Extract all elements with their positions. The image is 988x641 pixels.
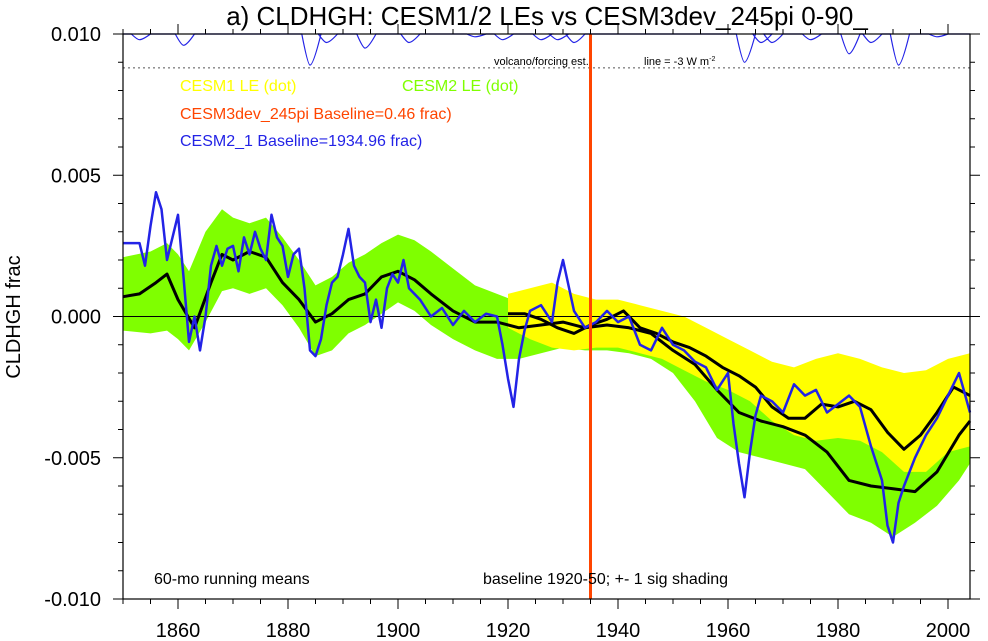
line-scale-text: line = -3 W m xyxy=(644,56,709,68)
y-tick-label: 0.000 xyxy=(51,307,101,329)
band-cesm2-le-spread xyxy=(123,209,970,537)
line-scale-superscript: -2 xyxy=(709,56,715,63)
line-cesm2-1 xyxy=(123,190,972,544)
volcano-forcing-line xyxy=(123,33,970,66)
legend-cesm2-1: CESM2_1 Baseline=1934.96 frac) xyxy=(180,133,422,150)
x-tick-label: 1880 xyxy=(266,620,311,641)
volcano-label: volcano/forcing est. xyxy=(494,56,589,68)
series-lines xyxy=(122,190,972,544)
line-scale-label: line = -3 W m-2 xyxy=(644,56,715,68)
legend-cesm1-le: CESM1 LE (dot) xyxy=(180,78,296,95)
x-tick-label: 1980 xyxy=(816,620,861,641)
legend-cesm2-le: CESM2 LE (dot) xyxy=(402,78,518,95)
y-tick-label: -0.005 xyxy=(44,448,101,470)
baseline-note: baseline 1920-50; +- 1 sig shading xyxy=(483,571,728,588)
x-tick-label: 1960 xyxy=(706,620,751,641)
chart-title: a) CLDHGH: CESM1/2 LEs vs CESM3dev_245pi… xyxy=(226,1,868,31)
y-tick-label: 0.010 xyxy=(51,24,101,46)
x-tick-label: 1900 xyxy=(376,620,421,641)
x-tick-label: 1940 xyxy=(596,620,641,641)
y-tick-label: 0.005 xyxy=(51,165,101,187)
line-cesm2-le-ensemble-mean xyxy=(122,250,972,494)
running-means-note: 60-mo running means xyxy=(154,571,310,588)
axes: 1860 1880 1900 1920 1940 1960 1980 2000 -0.010 -0… xyxy=(44,24,980,641)
volcano-layer xyxy=(123,33,970,69)
spread-bands xyxy=(123,209,970,537)
x-tick-label: 2000 xyxy=(926,620,971,641)
legend-cesm3dev: CESM3dev_245pi Baseline=0.46 frac) xyxy=(180,106,452,123)
y-tick-label: -0.010 xyxy=(44,589,101,611)
x-tick-label: 1920 xyxy=(486,620,531,641)
x-tick-label: 1860 xyxy=(156,620,201,641)
y-axis-label: CLDHGH frac xyxy=(3,255,25,378)
